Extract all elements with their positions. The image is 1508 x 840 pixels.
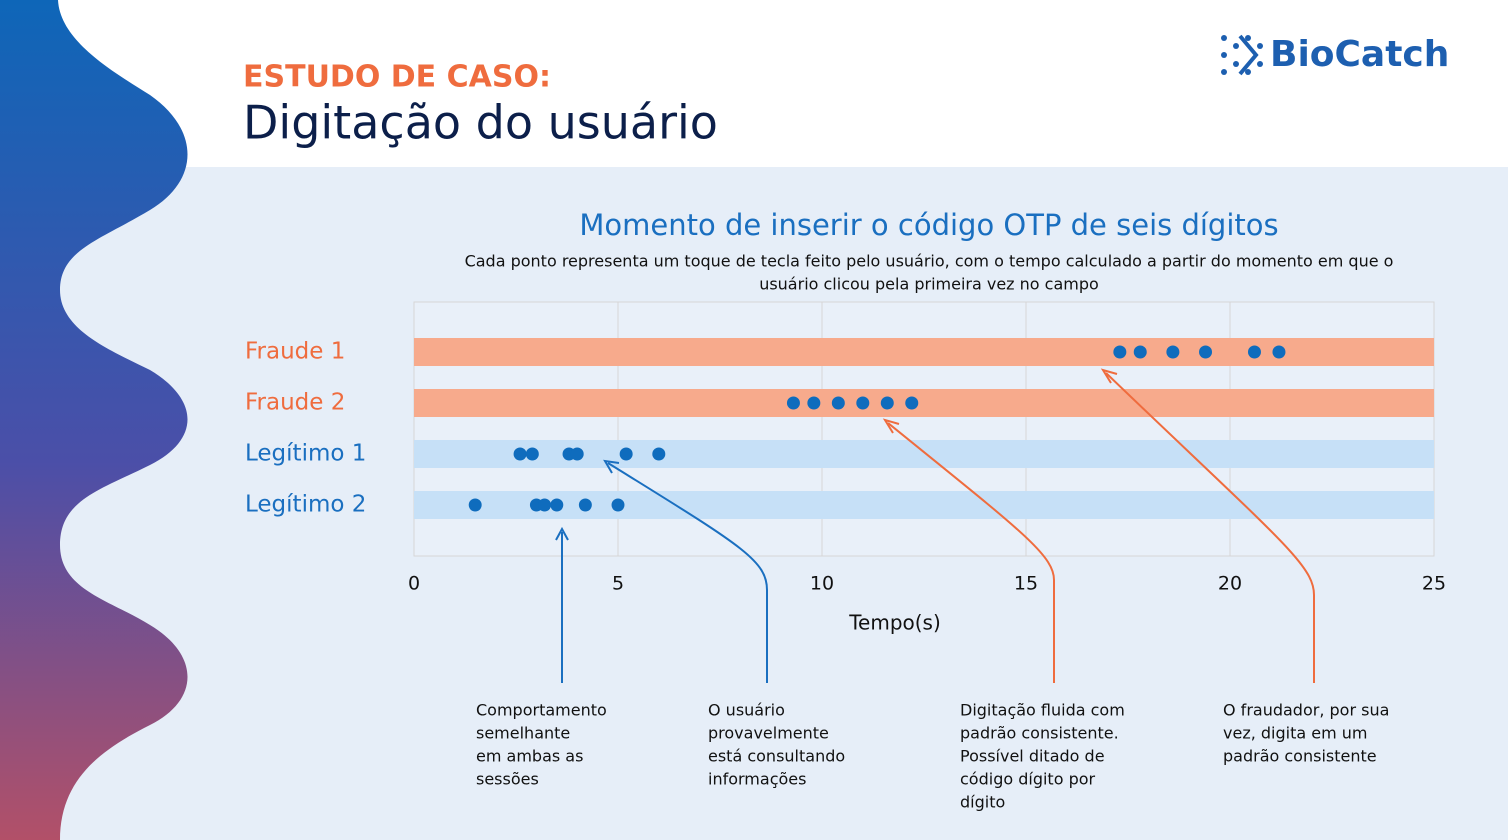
annotation: O usuário: [708, 701, 785, 720]
annotation: dígito: [960, 793, 1005, 812]
annotation: vez, digita em um: [1223, 724, 1368, 743]
x-axis-label: Tempo(s): [848, 611, 941, 635]
row-band: [414, 338, 1434, 366]
keystroke-dot: [905, 396, 919, 410]
keystroke-dot: [652, 447, 666, 461]
annotation: provavelmente: [708, 724, 829, 743]
chart-subtitle: usuário clicou pela primeira vez no camp…: [759, 275, 1099, 294]
annotation: informações: [708, 770, 806, 789]
keystroke-dot: [1166, 345, 1180, 359]
chart-subtitle: Cada ponto representa um toque de tecla …: [465, 252, 1394, 271]
keystroke-dot: [538, 498, 552, 512]
x-tick-label: 5: [612, 573, 624, 595]
keystroke-dot: [1113, 345, 1127, 359]
keystroke-dot: [856, 396, 870, 410]
keystroke-dot: [831, 396, 845, 410]
row-label: Fraude 2: [245, 390, 345, 416]
row-band: [414, 440, 1434, 468]
x-tick-label: 0: [408, 573, 420, 595]
arrows: [555, 368, 1315, 683]
x-tick-label: 20: [1218, 573, 1242, 595]
annotation: sessões: [476, 770, 539, 789]
annotation: em ambas as: [476, 747, 583, 766]
annotation: O fraudador, por sua: [1223, 701, 1389, 720]
keystroke-dot: [525, 447, 539, 461]
row-band: [414, 491, 1434, 519]
keystroke-dot: [1247, 345, 1261, 359]
page-title: Digitação do usuário: [243, 96, 718, 150]
logo: BioCatch: [1270, 34, 1449, 75]
x-tick-label: 25: [1422, 573, 1446, 595]
keystroke-dot: [570, 447, 584, 461]
annotation: padrão consistente: [1223, 747, 1377, 766]
chart-title: Momento de inserir o código OTP de seis …: [579, 208, 1278, 242]
keystroke-dot: [1199, 345, 1213, 359]
keystroke-dot: [1133, 345, 1147, 359]
keystroke-dot: [578, 498, 592, 512]
keystroke-dot: [786, 396, 800, 410]
annotation: código dígito por: [960, 770, 1096, 789]
row-band: [414, 389, 1434, 417]
keystroke-dot: [619, 447, 633, 461]
keystroke-dot: [550, 498, 564, 512]
keystroke-dot: [1272, 345, 1286, 359]
keystroke-dot: [468, 498, 482, 512]
annotation: semelhante: [476, 724, 570, 743]
x-tick-label: 10: [810, 573, 834, 595]
keystroke-dot: [807, 396, 821, 410]
kicker: ESTUDO DE CASO:: [243, 60, 551, 95]
annotation: padrão consistente.: [960, 724, 1119, 743]
keystroke-dot: [513, 447, 527, 461]
annotation: Comportamento: [476, 701, 607, 720]
x-tick-label: 15: [1014, 573, 1038, 595]
keystroke-dot: [880, 396, 894, 410]
keystroke-dot: [611, 498, 625, 512]
decorative-shape: [0, 0, 188, 840]
row-label: Legítimo 2: [245, 492, 366, 518]
logo-icon: [1221, 34, 1263, 76]
row-label: Fraude 1: [245, 339, 345, 365]
annotation: Digitação fluida com: [960, 701, 1125, 720]
annotation: Possível ditado de: [960, 747, 1105, 766]
row-label: Legítimo 1: [245, 441, 366, 467]
annotation: está consultando: [708, 747, 845, 766]
